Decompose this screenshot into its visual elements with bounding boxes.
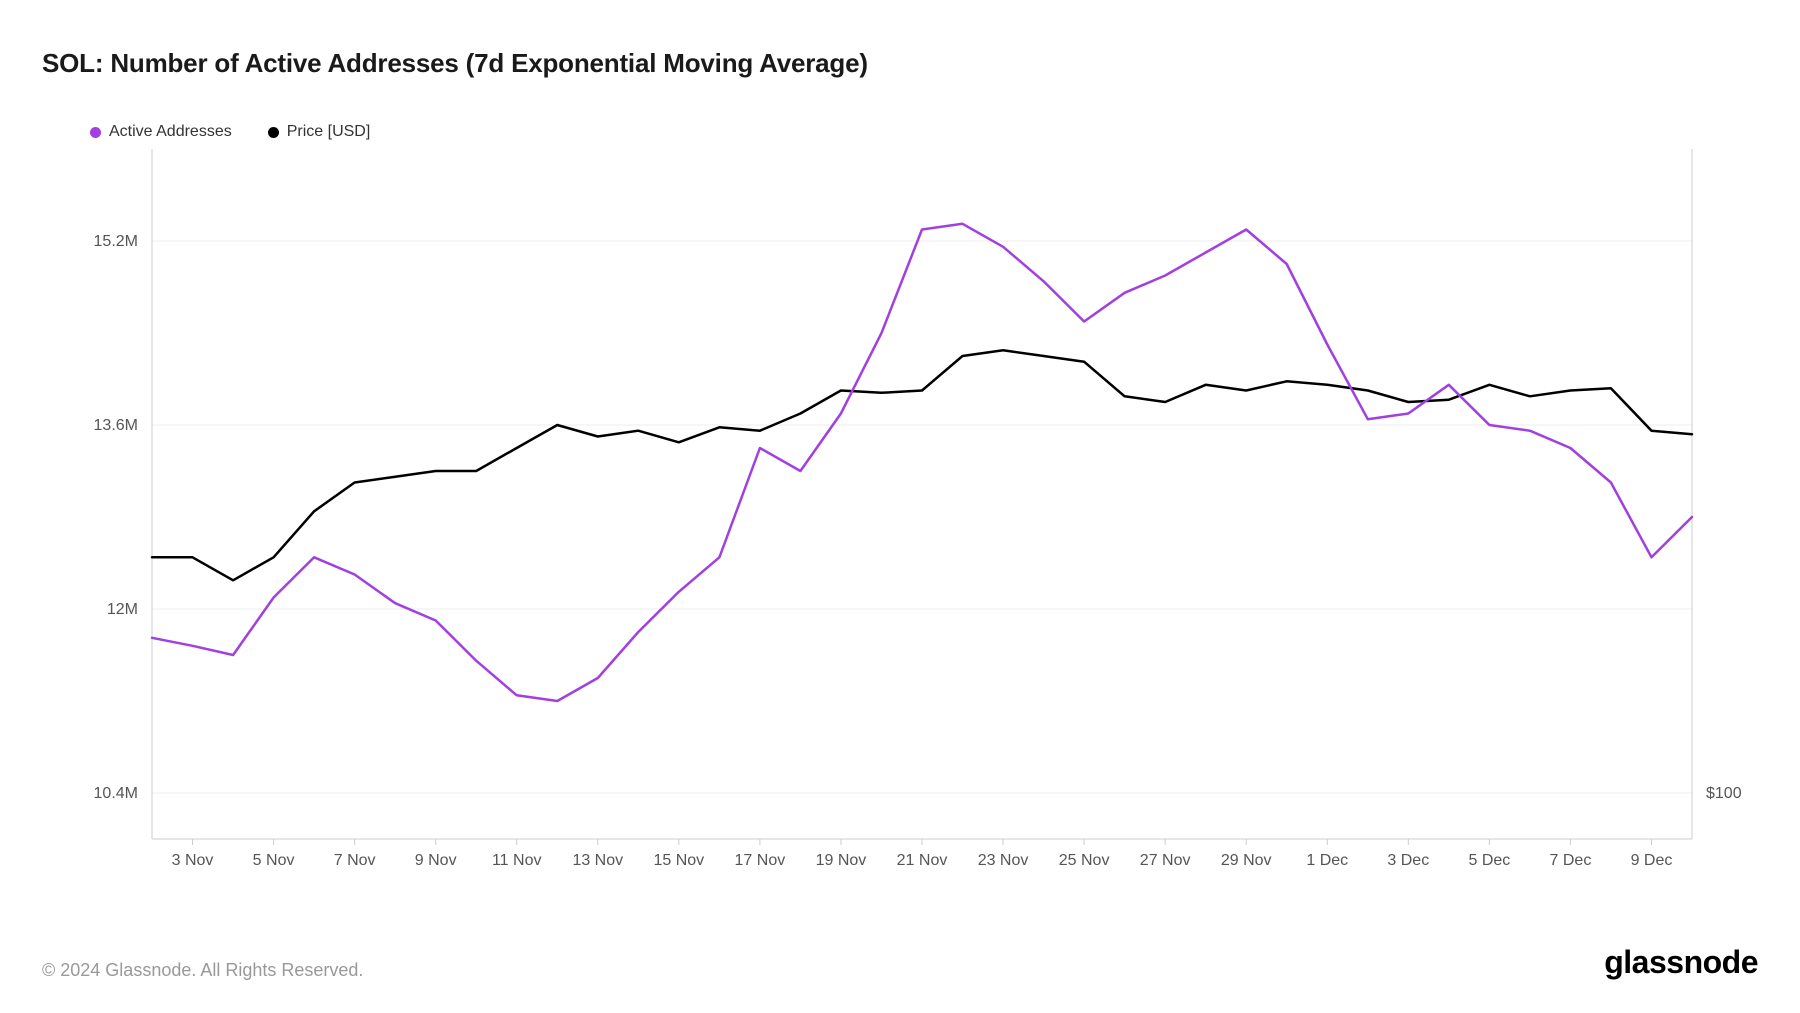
- svg-text:27 Nov: 27 Nov: [1140, 852, 1191, 869]
- svg-text:29 Nov: 29 Nov: [1221, 852, 1272, 869]
- svg-text:13.6M: 13.6M: [94, 417, 138, 434]
- line-chart-svg: 10.4M 12M 13.6M 15.2M $100 3 Nov 5 Nov 7 Nov 9 N…: [42, 149, 1758, 909]
- chart-footer: © 2024 Glassnode. All Rights Reserved. g…: [42, 944, 1758, 981]
- chart-container: SOL: Number of Active Addresses (7d Expo…: [0, 0, 1800, 1013]
- chart-title: SOL: Number of Active Addresses (7d Expo…: [42, 48, 1758, 79]
- chart-plot-area[interactable]: 10.4M 12M 13.6M 15.2M $100 3 Nov 5 Nov 7 Nov 9 N…: [42, 149, 1758, 909]
- svg-text:$100: $100: [1706, 785, 1742, 802]
- svg-text:1 Dec: 1 Dec: [1306, 852, 1348, 869]
- legend-dot-icon: [268, 127, 279, 138]
- svg-text:11 Nov: 11 Nov: [492, 852, 542, 869]
- copyright-text: © 2024 Glassnode. All Rights Reserved.: [42, 960, 363, 981]
- svg-text:15 Nov: 15 Nov: [653, 852, 704, 869]
- chart-legend: Active Addresses Price [USD]: [90, 123, 1758, 141]
- svg-text:15.2M: 15.2M: [94, 233, 138, 250]
- svg-text:3 Dec: 3 Dec: [1387, 852, 1429, 869]
- svg-text:12M: 12M: [107, 601, 138, 618]
- svg-text:7 Nov: 7 Nov: [334, 852, 376, 869]
- svg-text:13 Nov: 13 Nov: [572, 852, 623, 869]
- svg-text:25 Nov: 25 Nov: [1059, 852, 1110, 869]
- legend-dot-icon: [90, 127, 101, 138]
- svg-text:10.4M: 10.4M: [94, 785, 138, 802]
- legend-label: Price [USD]: [287, 123, 371, 141]
- legend-item-price[interactable]: Price [USD]: [268, 123, 371, 141]
- svg-text:5 Nov: 5 Nov: [253, 852, 295, 869]
- legend-item-active-addresses[interactable]: Active Addresses: [90, 123, 232, 141]
- svg-text:21 Nov: 21 Nov: [897, 852, 948, 869]
- legend-label: Active Addresses: [109, 123, 232, 141]
- svg-text:19 Nov: 19 Nov: [816, 852, 867, 869]
- svg-text:23 Nov: 23 Nov: [978, 852, 1029, 869]
- svg-text:9 Dec: 9 Dec: [1631, 852, 1673, 869]
- svg-text:7 Dec: 7 Dec: [1550, 852, 1592, 869]
- svg-text:3 Nov: 3 Nov: [172, 852, 214, 869]
- svg-text:5 Dec: 5 Dec: [1468, 852, 1510, 869]
- brand-logo: glassnode: [1604, 944, 1758, 981]
- svg-text:17 Nov: 17 Nov: [735, 852, 786, 869]
- svg-text:9 Nov: 9 Nov: [415, 852, 457, 869]
